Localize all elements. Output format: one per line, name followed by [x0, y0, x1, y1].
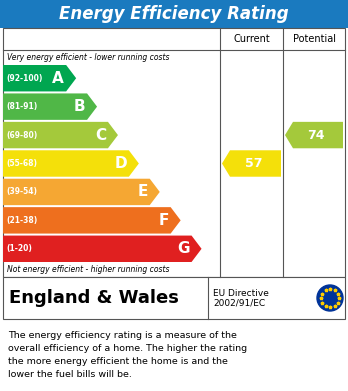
Polygon shape — [3, 150, 139, 177]
Text: A: A — [53, 71, 64, 86]
Text: EU Directive: EU Directive — [213, 289, 269, 298]
Polygon shape — [3, 207, 181, 233]
Text: Potential: Potential — [293, 34, 335, 44]
Text: (69-80): (69-80) — [6, 131, 37, 140]
Text: (1-20): (1-20) — [6, 244, 32, 253]
Text: overall efficiency of a home. The higher the rating: overall efficiency of a home. The higher… — [8, 344, 247, 353]
Text: The energy efficiency rating is a measure of the: The energy efficiency rating is a measur… — [8, 331, 237, 340]
Text: D: D — [114, 156, 127, 171]
Text: England & Wales: England & Wales — [9, 289, 179, 307]
Text: (92-100): (92-100) — [6, 74, 42, 83]
Polygon shape — [285, 122, 343, 148]
Bar — [3, 277, 345, 319]
Circle shape — [317, 285, 343, 311]
Text: 74: 74 — [307, 129, 325, 142]
Text: Not energy efficient - higher running costs: Not energy efficient - higher running co… — [7, 265, 169, 274]
Text: Current: Current — [233, 34, 270, 44]
Text: 57: 57 — [245, 157, 262, 170]
Text: Very energy efficient - lower running costs: Very energy efficient - lower running co… — [7, 52, 169, 61]
Bar — [0, 0, 348, 28]
Text: C: C — [95, 127, 106, 143]
Polygon shape — [3, 122, 118, 148]
Text: 2002/91/EC: 2002/91/EC — [213, 298, 265, 307]
Text: (39-54): (39-54) — [6, 187, 37, 196]
Text: B: B — [73, 99, 85, 114]
Polygon shape — [222, 150, 281, 177]
Polygon shape — [3, 235, 201, 262]
Polygon shape — [3, 93, 97, 120]
Text: G: G — [177, 241, 190, 256]
Text: E: E — [137, 185, 148, 199]
Text: lower the fuel bills will be.: lower the fuel bills will be. — [8, 370, 132, 379]
Polygon shape — [3, 179, 160, 205]
Text: Energy Efficiency Rating: Energy Efficiency Rating — [59, 5, 289, 23]
Text: F: F — [158, 213, 169, 228]
Text: (21-38): (21-38) — [6, 216, 37, 225]
Text: (55-68): (55-68) — [6, 159, 37, 168]
Text: the more energy efficient the home is and the: the more energy efficient the home is an… — [8, 357, 228, 366]
Bar — [3, 28, 345, 277]
Text: (81-91): (81-91) — [6, 102, 37, 111]
Polygon shape — [3, 65, 76, 91]
